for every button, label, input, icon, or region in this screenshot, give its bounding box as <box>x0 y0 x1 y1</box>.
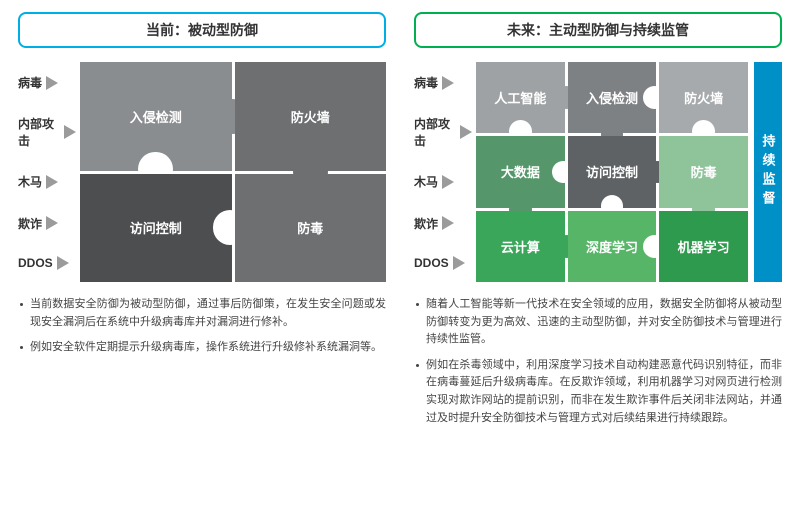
right-title: 未来：主动型防御与持续监管 <box>414 12 782 48</box>
arrow-icon <box>46 216 58 230</box>
puzzle-piece: 机器学习 <box>659 211 748 282</box>
right-column: 未来：主动型防御与持续监管 病毒 内部攻击 木马 欺诈 DDOS 人工智能入侵检… <box>414 12 782 435</box>
threat-item: 木马 <box>414 173 472 190</box>
arrow-icon <box>57 256 69 270</box>
bullet-text: 随着人工智能等新一代技术在安全领域的应用，数据安全防御将从被动型防御转变为更为高… <box>414 296 782 349</box>
threat-item: 欺诈 <box>414 215 472 232</box>
arrow-icon <box>442 76 454 90</box>
bullet-text: 例如在杀毒领域中，利用深度学习技术自动构建恶意代码识别特征，而非在病毒蔓延后升级… <box>414 357 782 427</box>
puzzle-piece: 防毒 <box>659 136 748 207</box>
threat-item: 欺诈 <box>18 215 76 232</box>
arrow-icon <box>46 76 58 90</box>
bullet-text: 当前数据安全防御为被动型防御，通过事后防御策，在发生安全问题或发现安全漏洞后在系… <box>18 296 386 331</box>
threat-item: DDOS <box>414 256 472 270</box>
bullet-text: 例如安全软件定期提示升级病毒库，操作系统进行升级修补系统漏洞等。 <box>18 339 386 357</box>
threat-item: 内部攻击 <box>414 115 472 149</box>
arrow-icon <box>46 175 58 189</box>
left-title: 当前：被动型防御 <box>18 12 386 48</box>
puzzle-piece: 访问控制 <box>80 174 232 283</box>
left-puzzle-grid: 入侵检测防火墙访问控制防毒 <box>80 62 386 282</box>
left-column: 当前：被动型防御 病毒 内部攻击 木马 欺诈 DDOS 入侵检测防火墙访问控制防… <box>18 12 386 435</box>
threat-item: 内部攻击 <box>18 115 76 149</box>
threat-item: DDOS <box>18 256 76 270</box>
threat-item: 病毒 <box>18 74 76 91</box>
right-puzzle-grid: 人工智能入侵检测防火墙大数据访问控制防毒云计算深度学习机器学习 <box>476 62 748 282</box>
arrow-icon <box>442 216 454 230</box>
right-threats: 病毒 内部攻击 木马 欺诈 DDOS <box>414 62 476 282</box>
threat-item: 木马 <box>18 173 76 190</box>
monitor-strip: 持续监督 <box>754 62 782 282</box>
arrow-icon <box>64 125 76 139</box>
left-bullets: 当前数据安全防御为被动型防御，通过事后防御策，在发生安全问题或发现安全漏洞后在系… <box>18 296 386 357</box>
puzzle-piece: 云计算 <box>476 211 565 282</box>
arrow-icon <box>460 125 472 139</box>
right-bullets: 随着人工智能等新一代技术在安全领域的应用，数据安全防御将从被动型防御转变为更为高… <box>414 296 782 427</box>
puzzle-piece: 防毒 <box>235 174 387 283</box>
threat-item: 病毒 <box>414 74 472 91</box>
arrow-icon <box>453 256 465 270</box>
left-threats: 病毒 内部攻击 木马 欺诈 DDOS <box>18 62 80 282</box>
arrow-icon <box>442 175 454 189</box>
